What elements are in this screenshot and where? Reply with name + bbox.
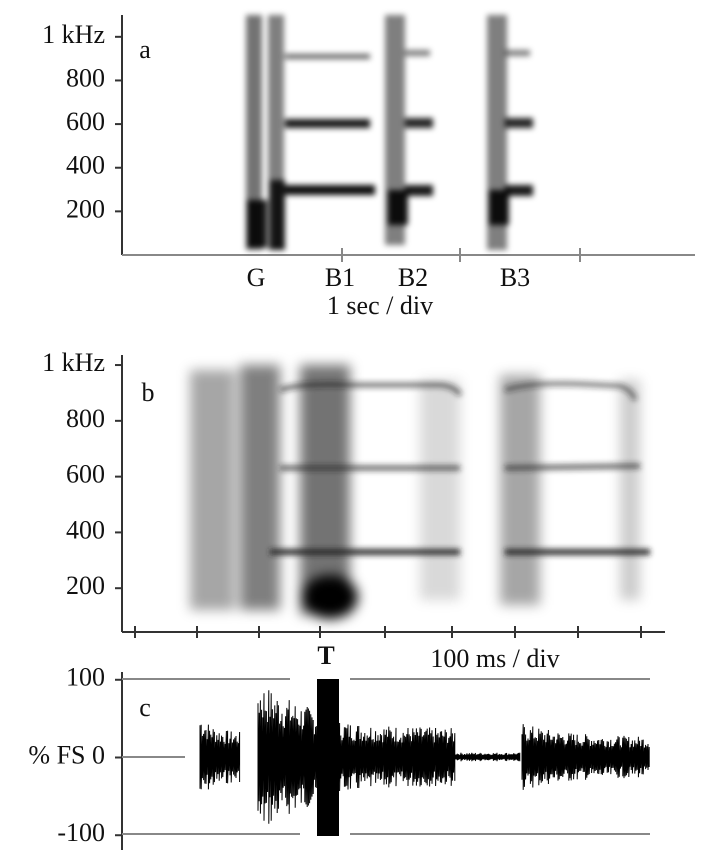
y-tick-label: 1 kHz — [42, 348, 105, 377]
harmonics-b — [270, 381, 650, 555]
event-marker: B3 — [500, 263, 530, 292]
event-marker: T — [317, 641, 334, 670]
y-tick-label: 400 — [66, 151, 105, 180]
panel-a-axes — [121, 15, 695, 262]
event-marker: B2 — [398, 263, 428, 292]
panel-label: b — [142, 378, 155, 407]
x-axis-label: 100 ms / div — [430, 644, 559, 673]
y-tick-label: 400 — [66, 515, 105, 544]
panel-label: a — [139, 35, 151, 64]
spectrogram-a — [246, 15, 533, 250]
event-marker: B1 — [325, 263, 355, 292]
panel-c-axes — [121, 672, 650, 850]
y-tick-label: 800 — [66, 63, 105, 92]
event-marker: G — [247, 263, 266, 292]
panel-label: c — [139, 693, 151, 722]
x-axis-label: 1 sec / div — [327, 291, 433, 320]
y-tick-label: % FS 0 — [28, 740, 105, 769]
y-tick-label: 1 kHz — [42, 20, 105, 49]
y-tick-label: 600 — [66, 460, 105, 489]
panel-b-axes — [121, 355, 665, 638]
y-tick-label: -100 — [57, 818, 105, 847]
waveform — [199, 690, 650, 824]
y-tick-label: 200 — [66, 194, 105, 223]
y-tick-label: 600 — [66, 107, 105, 136]
y-tick-label: 200 — [66, 571, 105, 600]
spectrogram-b — [190, 365, 640, 619]
waveform-burst — [317, 679, 339, 836]
y-tick-label: 800 — [66, 404, 105, 433]
y-tick-label: 100 — [66, 663, 105, 692]
